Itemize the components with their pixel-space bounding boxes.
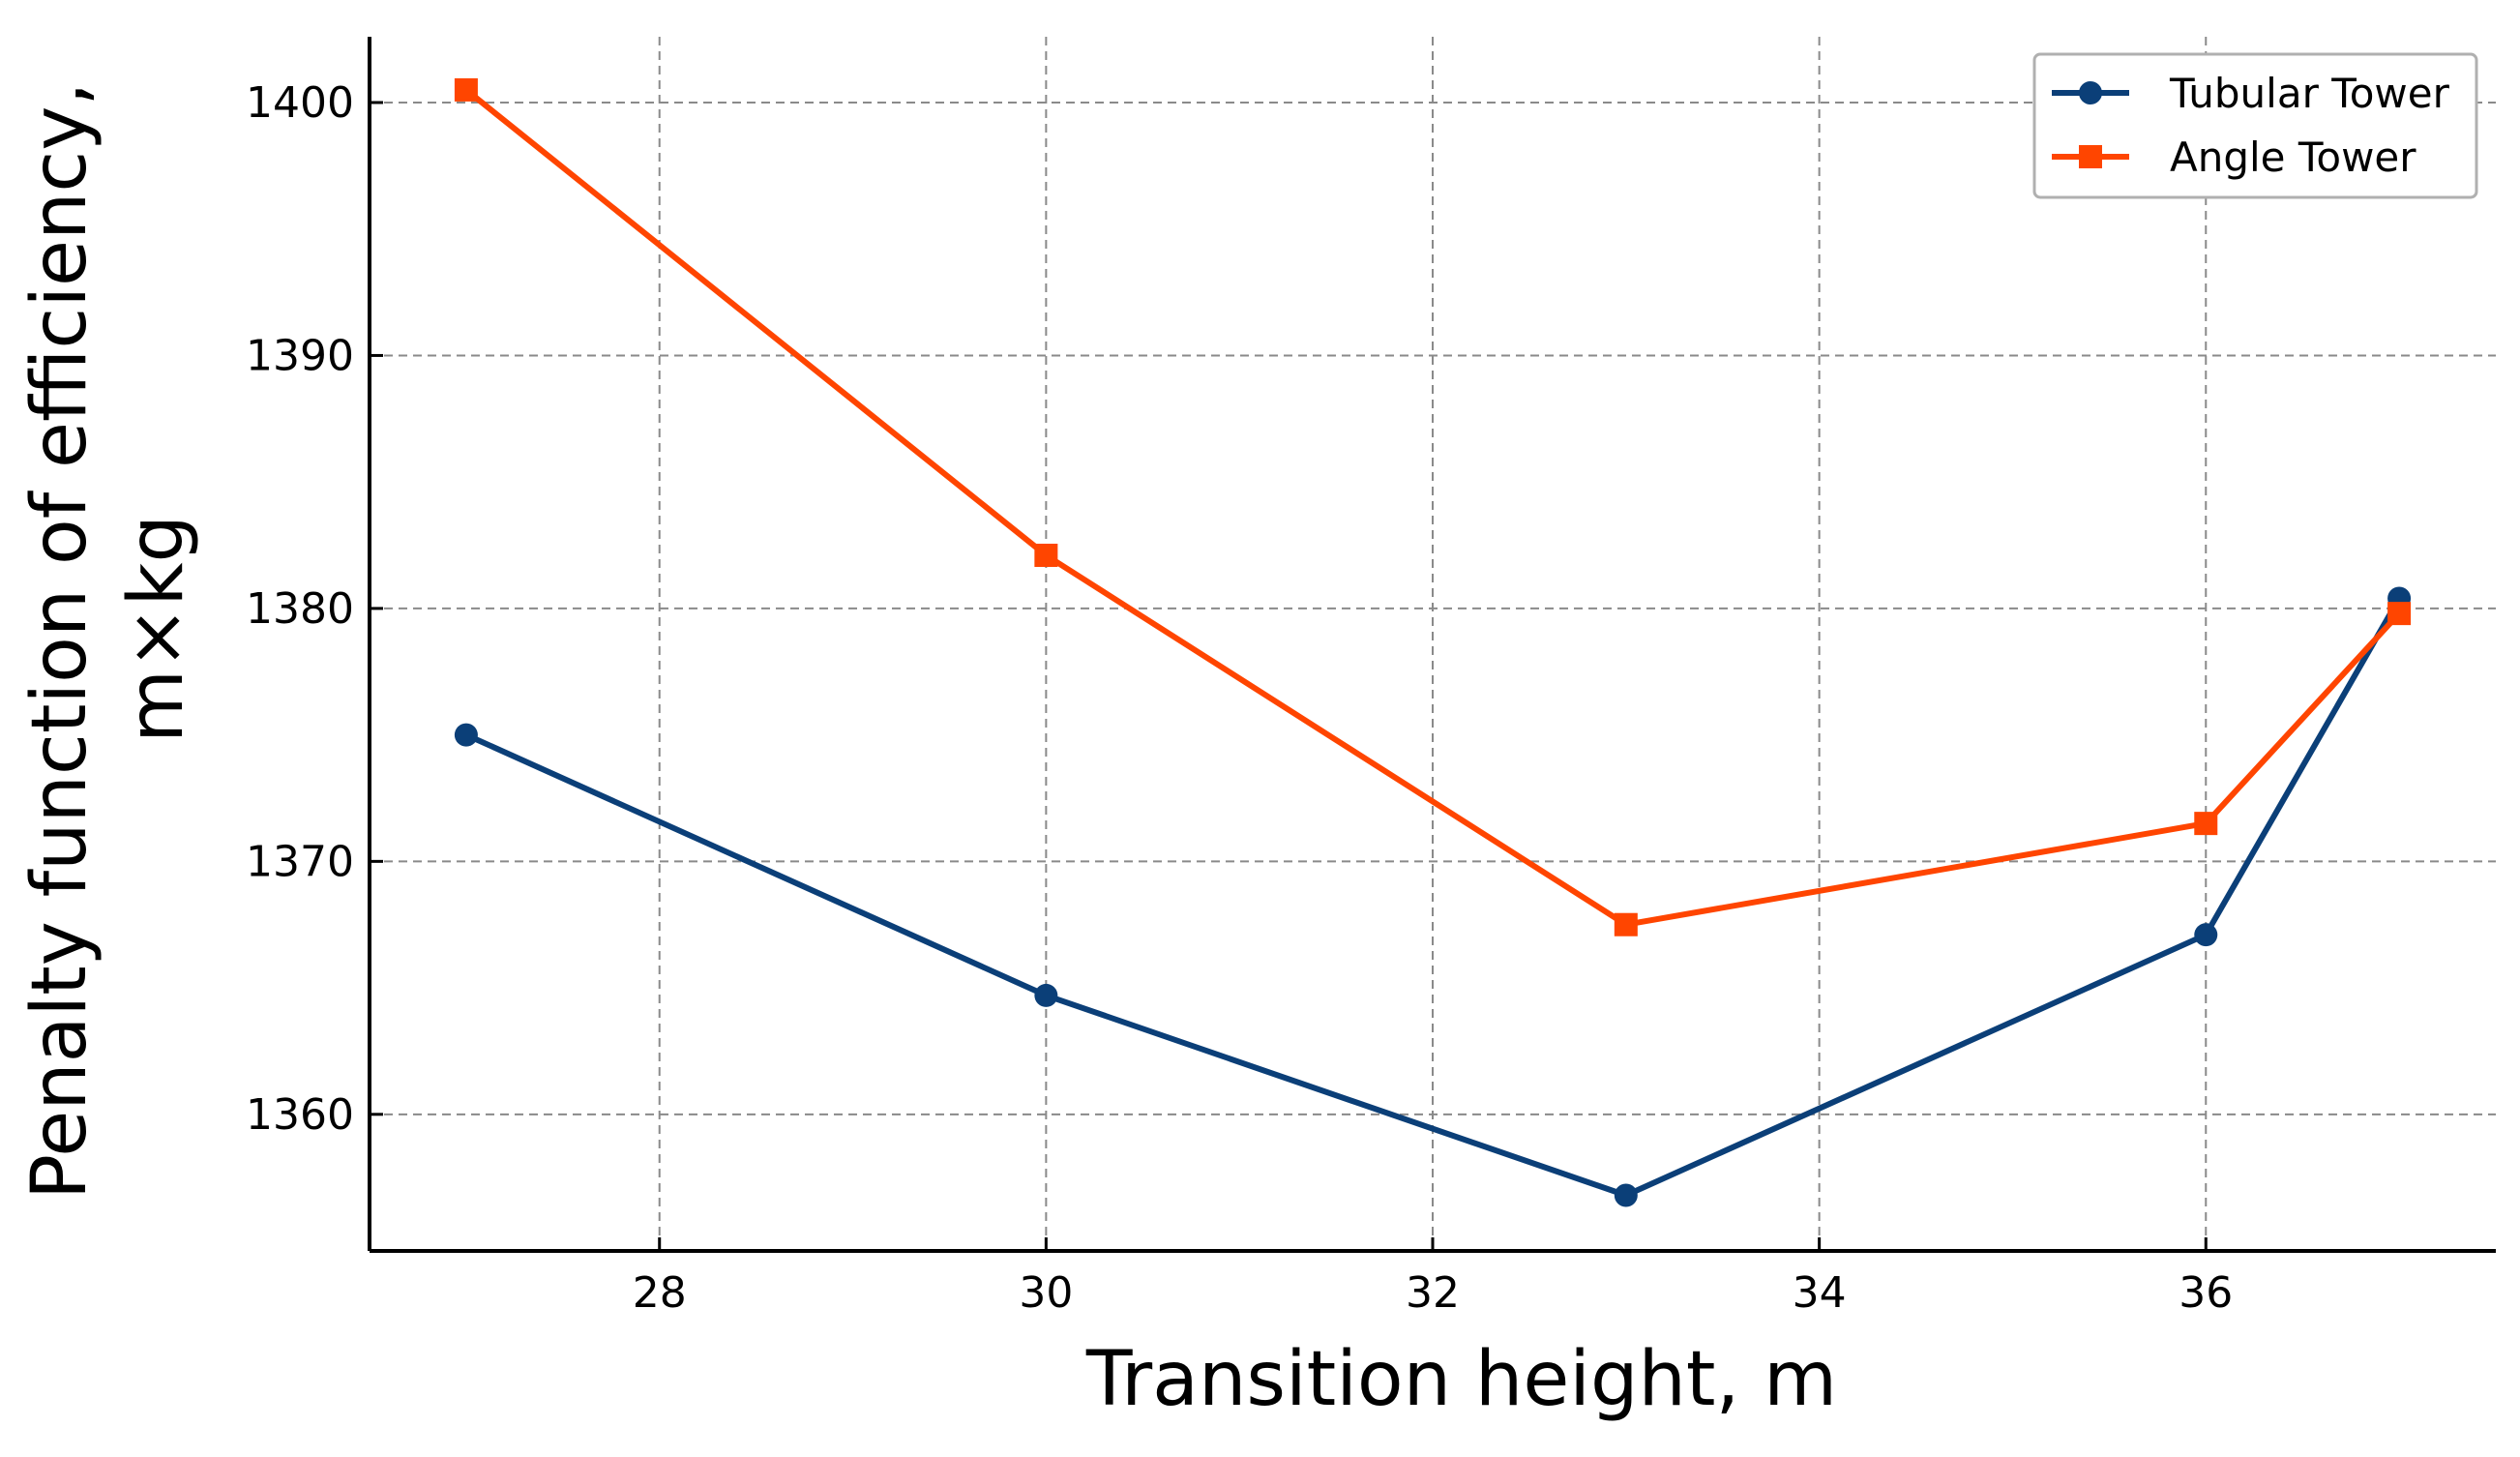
data-point <box>2387 602 2412 626</box>
y-tick-label: 1380 <box>246 584 354 634</box>
data-point <box>1614 912 1638 937</box>
legend-entry-angle-tower: Angle Tower <box>2052 134 2416 181</box>
legend-entry-tubular-tower: Tubular Tower <box>2052 70 2450 117</box>
x-tick-label: 28 <box>633 1268 687 1318</box>
data-point <box>2194 812 2218 836</box>
x-tick-label: 34 <box>1793 1268 1847 1318</box>
x-tick-label: 32 <box>1406 1268 1460 1318</box>
legend-marker-square <box>2079 145 2102 168</box>
axis-titles: Transition height, m Penalty function of… <box>16 58 1837 1423</box>
data-point <box>2194 923 2218 947</box>
data-point <box>454 723 478 747</box>
x-axis-title: Transition height, m <box>1085 1336 1837 1423</box>
legend-label: Angle Tower <box>2170 134 2416 181</box>
series <box>454 77 2412 1207</box>
data-point <box>454 77 478 102</box>
y-axis-title-line-1: Penalty function of efficiency, <box>16 82 104 1200</box>
legend-label: Tubular Tower <box>2169 70 2450 117</box>
legend-box <box>2032 52 2478 199</box>
grid <box>370 37 2496 1251</box>
data-point <box>1034 543 1058 567</box>
y-tick-label: 1400 <box>246 78 354 128</box>
y-tick-label: 1370 <box>246 837 354 886</box>
x-tick-label: 36 <box>2179 1268 2233 1318</box>
x-tick-label: 30 <box>1019 1268 1073 1318</box>
y-tick-label: 1360 <box>246 1090 354 1140</box>
data-point <box>1034 983 1058 1007</box>
y-tick-label: 1390 <box>246 331 354 380</box>
ticks: 28 30 32 34 36 1360 1370 1380 1390 1400 <box>246 78 2233 1318</box>
y-axis-title: Penalty function of efficiency, m×kg <box>16 58 200 1200</box>
legend: Tubular Tower Angle Tower <box>2032 52 2478 199</box>
data-point <box>1614 1183 1638 1207</box>
legend-marker-circle <box>2079 81 2102 104</box>
y-axis-title-line-2: m×kg <box>113 515 200 743</box>
